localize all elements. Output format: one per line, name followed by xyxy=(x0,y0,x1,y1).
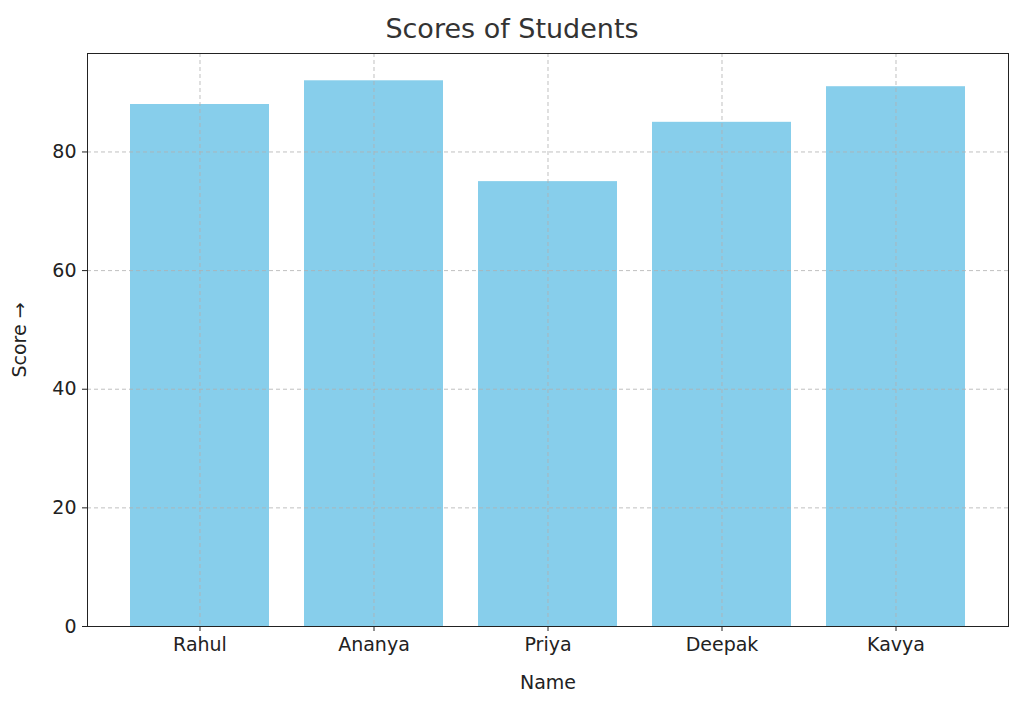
svg-text:Score →: Score → xyxy=(8,302,30,377)
svg-text:40: 40 xyxy=(52,377,76,399)
svg-text:80: 80 xyxy=(52,140,76,162)
svg-text:0: 0 xyxy=(64,615,76,637)
svg-text:Kavya: Kavya xyxy=(867,633,925,655)
svg-text:20: 20 xyxy=(52,496,76,518)
svg-text:Deepak: Deepak xyxy=(686,633,759,655)
html-text:Scores of Students: Scores of Students xyxy=(385,13,639,44)
svg-text:60: 60 xyxy=(52,259,76,281)
svg-text:Rahul: Rahul xyxy=(173,633,227,655)
svg-text:Priya: Priya xyxy=(524,633,571,655)
svg-text:Ananya: Ananya xyxy=(338,633,410,655)
svg-text:Name: Name xyxy=(520,671,576,693)
